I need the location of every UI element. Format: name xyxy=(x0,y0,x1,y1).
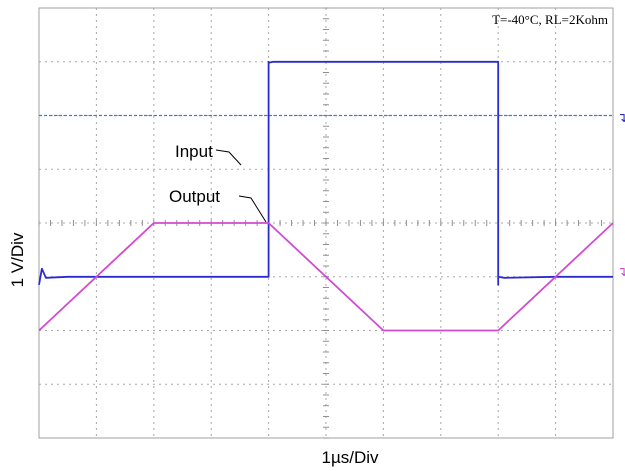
x-axis-label: 1µs/Div xyxy=(321,448,379,467)
trace-output xyxy=(38,222,614,332)
channel-marker-icon: ↴ xyxy=(617,111,625,126)
trace-label-input: Input xyxy=(175,142,213,161)
trace-labels: Input Output xyxy=(169,142,267,223)
leader-line-output xyxy=(238,195,267,223)
trace-input xyxy=(38,60,613,286)
trace-label-output: Output xyxy=(169,187,220,206)
channel-marker-icon: ↴ xyxy=(617,265,625,280)
traces xyxy=(38,60,614,332)
leader-line-input xyxy=(215,149,242,166)
condition-annotation: T=-40°C, RL=2Kohm xyxy=(492,12,608,27)
y-axis-label: 1 V/Div xyxy=(8,232,27,287)
